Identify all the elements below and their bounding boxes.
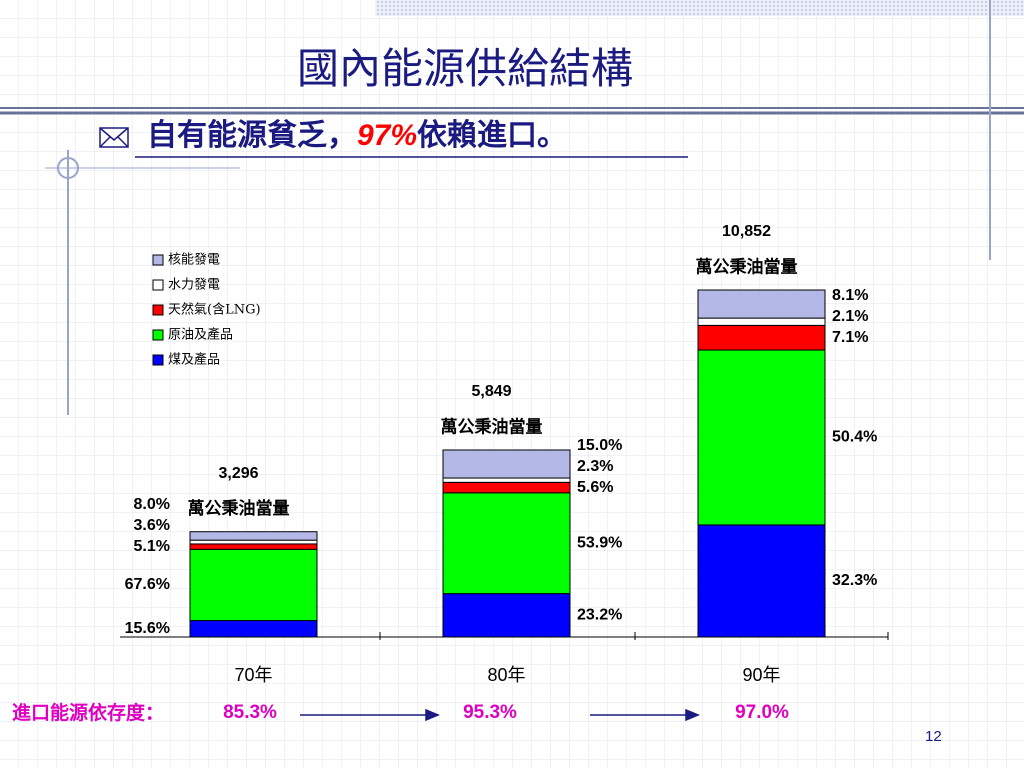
deco-circle (57, 157, 79, 179)
bar-segment (189, 548, 318, 622)
value-label: 15.0% (577, 437, 622, 454)
value-label: 3.6% (134, 517, 170, 534)
bar-segment (442, 593, 571, 638)
legend-label: 煤及產品 (168, 352, 220, 368)
bar-segment (442, 492, 571, 595)
total-label: 10,852 (722, 223, 771, 240)
bar-segment (697, 349, 826, 526)
legend-label: 天然氣(含LNG) (168, 302, 261, 318)
header-band (375, 0, 1024, 16)
legend-swatch (152, 279, 164, 291)
legend-swatch (152, 329, 164, 341)
bullet-highlight: 97% (357, 119, 417, 152)
total-label: 3,296 (218, 465, 258, 482)
legend-label: 水力發電 (168, 278, 220, 293)
x-tick-label: 90年 (742, 665, 780, 685)
legend-label: 原油及產品 (168, 327, 233, 343)
page-number: 12 (925, 728, 942, 745)
value-label: 7.1% (832, 329, 868, 346)
dependency-value: 85.3% (223, 702, 277, 723)
bar-segment (442, 477, 571, 483)
bar-segment (442, 481, 571, 494)
bullet-text: 自有能源貧乏，97%依賴進口。 (147, 118, 567, 153)
value-label: 67.6% (125, 576, 170, 593)
arrows (300, 708, 700, 722)
bullet-part: 自有能源貧乏， (147, 118, 357, 153)
total-unit: 萬公秉油當量 (441, 416, 543, 437)
bar-segment (189, 620, 318, 638)
value-label: 15.6% (125, 620, 170, 637)
dependency-label: 進口能源依存度： (12, 701, 164, 724)
value-label: 2.1% (832, 308, 868, 325)
bar-segment (442, 449, 571, 479)
x-tick-label: 70年 (234, 665, 272, 685)
value-label: 32.3% (832, 572, 877, 589)
value-label: 8.0% (134, 496, 170, 513)
bullet-icon (99, 127, 129, 148)
legend-swatch (152, 354, 164, 366)
bar-segment (697, 317, 826, 326)
legend-swatch (152, 304, 164, 316)
total-unit: 萬公秉油當量 (696, 257, 798, 278)
total-label: 5,849 (471, 383, 511, 400)
bar-segment (697, 324, 826, 351)
bar-segment (189, 531, 318, 541)
dependency-value: 97.0% (735, 702, 789, 723)
value-label: 2.3% (577, 458, 613, 475)
slide-title: 國內能源供給結構 (297, 44, 633, 93)
bar-segment (697, 289, 826, 319)
legend-label: 核能發電 (168, 253, 220, 268)
bar-segment (697, 524, 826, 638)
value-label: 8.1% (832, 287, 868, 304)
bar-segment (189, 543, 318, 550)
value-label: 23.2% (577, 607, 622, 624)
value-label: 5.6% (577, 479, 613, 496)
bar-segment (189, 539, 318, 545)
x-tick-label: 80年 (487, 665, 525, 685)
total-unit: 萬公秉油當量 (188, 498, 290, 519)
bullet-part: 依賴進口。 (417, 118, 567, 153)
value-label: 53.9% (577, 534, 622, 551)
value-label: 50.4% (832, 429, 877, 446)
value-label: 5.1% (134, 538, 170, 555)
dependency-value: 95.3% (463, 702, 517, 723)
legend-swatch (152, 254, 164, 266)
